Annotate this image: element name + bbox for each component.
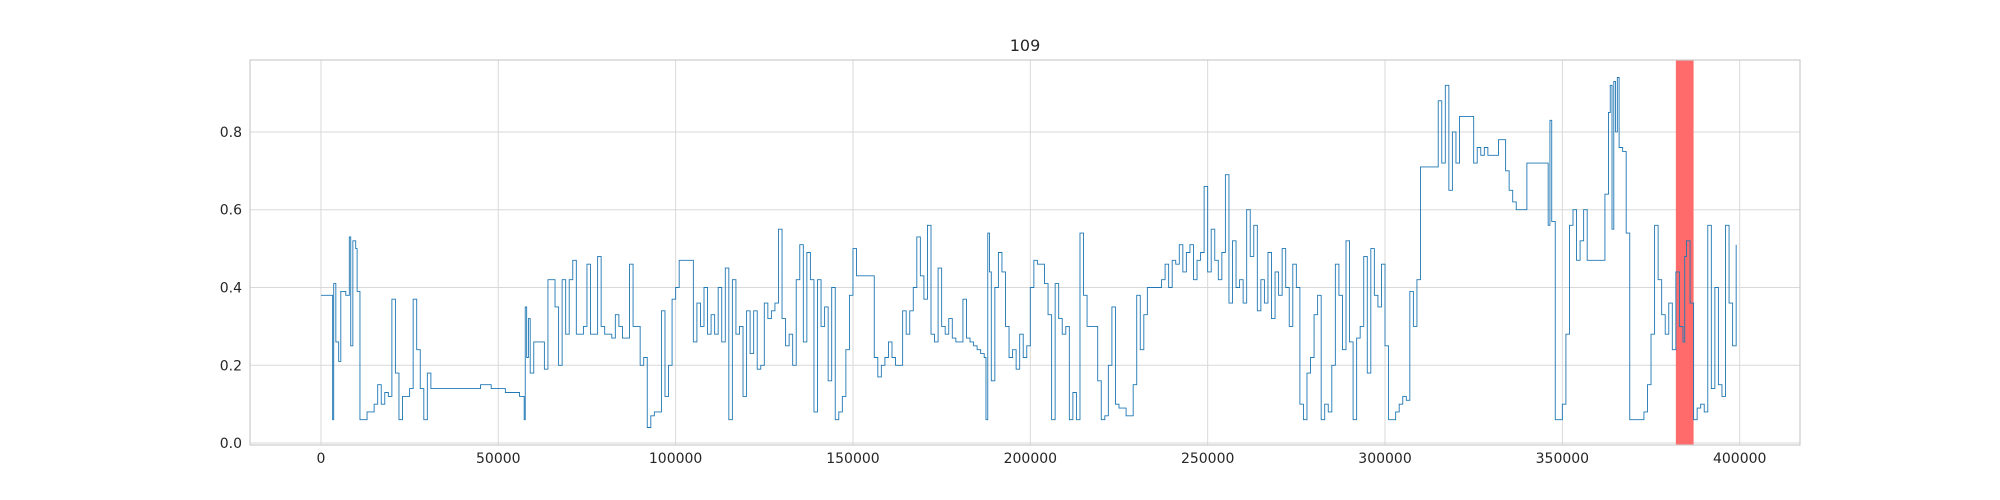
x-tick-label: 150000 <box>826 451 879 467</box>
y-axis-ticks: 0.0 0.2 0.4 0.6 0.8 <box>220 125 242 452</box>
x-axis-ticks: 0 50000 100000 150000 200000 250000 300000 3500… <box>316 451 1766 467</box>
series-line <box>320 77 1737 428</box>
y-tick-label: 0.8 <box>220 125 242 141</box>
y-tick-label: 0.6 <box>220 203 242 219</box>
grid-lines <box>250 60 1800 445</box>
chart-title: 109 <box>1010 36 1041 55</box>
x-tick-label: 300000 <box>1358 451 1411 467</box>
highlight-band <box>1675 60 1694 445</box>
y-tick-label: 0.0 <box>220 436 242 452</box>
x-tick-label: 350000 <box>1536 451 1589 467</box>
plot-frame <box>249 59 1801 446</box>
x-tick-label: 50000 <box>476 451 521 467</box>
x-tick-label: 100000 <box>649 451 702 467</box>
x-tick-label: 400000 <box>1713 451 1766 467</box>
x-tick-label: 250000 <box>1181 451 1234 467</box>
x-tick-label: 200000 <box>1004 451 1057 467</box>
y-tick-label: 0.2 <box>220 358 242 374</box>
y-tick-label: 0.4 <box>220 281 242 297</box>
x-tick-label: 0 <box>316 451 325 467</box>
